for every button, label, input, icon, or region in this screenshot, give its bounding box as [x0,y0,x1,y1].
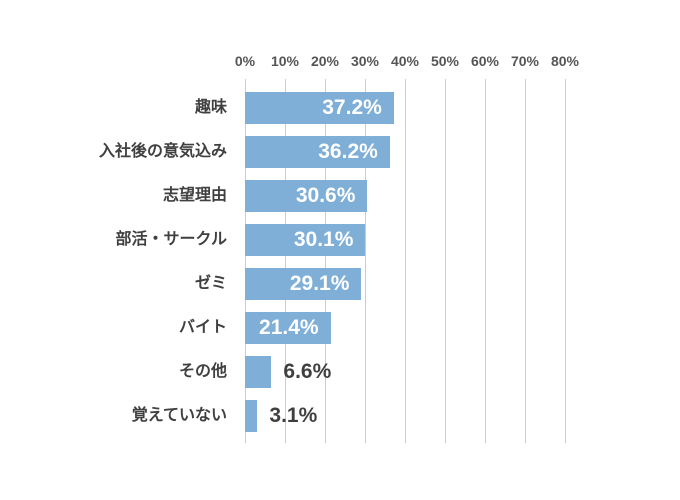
bar-row: ゼミ 29.1% [0,262,680,306]
bar-row: 入社後の意気込み 36.2% [0,130,680,174]
value-label: 37.2% [322,96,382,119]
gridline [485,79,486,443]
bar [245,400,258,432]
category-label: 趣味 [194,99,227,116]
plot-area [245,79,566,443]
bar: 36.2% [245,136,390,168]
bar [245,356,272,388]
x-tick-label: 80% [550,53,580,69]
bar: 29.1% [245,268,362,300]
value-label: 29.1% [289,272,350,295]
bar-track: 30.1% [245,218,565,262]
gridline [245,79,246,443]
gridline [285,79,286,443]
bar-track: 21.4% [245,306,565,350]
bar-track: 36.2% [245,130,565,174]
category-label: バイト [178,319,227,336]
value-label: 21.4% [259,316,319,339]
value-label: 36.2% [318,140,378,163]
bar-rows: 趣味 37.2% 入社後の意気込み 36.2% 志望理由 30.6% 部活・サークル 30.1… [0,79,680,438]
bar-row: 部活・サークル 30.1% [0,218,680,262]
gridline [405,79,406,443]
gridline [565,79,566,443]
bar-track: 37.2% [245,86,565,130]
value-label: 30.1% [293,228,354,251]
value-label: 30.6% [295,184,356,207]
category-label: 部活・サークル [115,231,227,248]
x-tick-label: 0% [234,53,256,69]
gridline [325,79,326,443]
x-axis-tick-labels: 0% 10% 20% 30% 40% 50% 60% 70% 80% [235,53,579,70]
bar: 30.6% [245,180,368,212]
x-tick-label: 10% [270,53,300,69]
category-label: ゼミ [194,275,227,292]
bar: 21.4% [245,312,331,344]
gridline [365,79,366,443]
value-label: 6.6% [283,360,332,383]
bar-track: 6.6% [245,350,565,394]
x-tick-label: 60% [470,53,500,69]
category-label: 志望理由 [162,187,227,204]
category-label: 入社後の意気込み [98,143,227,160]
value-label: 3.1% [269,404,318,427]
bar-row: 覚えていない 3.1% [0,394,680,438]
category-label: その他 [178,363,227,380]
x-tick-label: 50% [430,53,460,69]
bar-row: その他 6.6% [0,350,680,394]
bar-row: 趣味 37.2% [0,86,680,130]
bar: 30.1% [245,224,366,256]
bar-track: 29.1% [245,262,565,306]
category-label: 覚えていない [131,407,227,424]
x-tick-label: 40% [390,53,420,69]
bar-row: バイト 21.4% [0,306,680,350]
x-tick-label: 70% [510,53,540,69]
x-tick-label: 30% [350,53,380,69]
bar-row: 志望理由 30.6% [0,174,680,218]
bar-track: 3.1% [245,394,565,438]
gridline [525,79,526,443]
bar-track: 30.6% [245,174,565,218]
gridline [445,79,446,443]
x-tick-label: 20% [310,53,340,69]
bar: 37.2% [245,92,394,124]
